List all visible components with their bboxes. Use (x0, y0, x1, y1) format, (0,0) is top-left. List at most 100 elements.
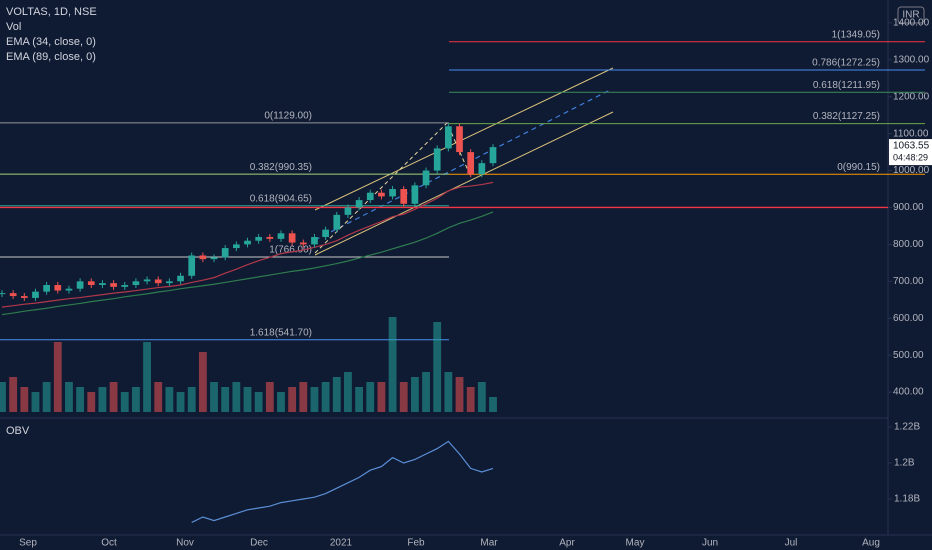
volume-bar (399, 382, 408, 412)
volume-bar (355, 387, 363, 412)
candle (177, 275, 184, 282)
candle (221, 248, 229, 258)
volume-bar (444, 372, 453, 412)
candle (199, 255, 207, 260)
volume-bar (165, 387, 174, 412)
title: VOLTAS, 1D, NSE (6, 6, 97, 18)
volume-bar (466, 387, 475, 412)
volume-bar (42, 382, 51, 412)
fib-label: 0.382(990.35) (250, 162, 312, 173)
volume-bar (321, 382, 330, 412)
y-tick-label: 400.00 (893, 387, 924, 398)
currency: INR (902, 10, 919, 21)
fib-label: 0.382(1127.25) (813, 111, 880, 122)
candle (32, 291, 39, 298)
y-tick-label: 1300.00 (893, 54, 930, 65)
obv-title: OBV (6, 425, 30, 437)
volume-bar (377, 382, 386, 412)
volume-bar (221, 387, 230, 412)
candle (143, 279, 151, 282)
fib-label: 1.618(541.70) (250, 327, 312, 338)
x-tick-label: Feb (407, 538, 425, 549)
y-tick-label: 900.00 (893, 202, 924, 213)
volume-bar (76, 387, 85, 412)
ema89-line (1, 211, 494, 316)
volume-bar (243, 387, 252, 412)
candle (232, 244, 240, 249)
volume-bar (109, 382, 118, 412)
channel-center (314, 89, 611, 241)
y-tick-label: 1200.00 (893, 91, 930, 102)
candle (266, 237, 274, 239)
channel-lower (314, 111, 614, 256)
volume-bar (232, 382, 241, 412)
price-tag-label: 1063.55 (893, 141, 930, 152)
obv-tick-label: 1.22B (894, 422, 920, 433)
volume-bar (154, 382, 163, 412)
volume-bar (187, 387, 196, 412)
volume-bar (31, 392, 40, 412)
candle (288, 233, 296, 243)
volume-bar (176, 392, 185, 412)
candle (255, 237, 263, 241)
fib-label: 0.786(1272.25) (812, 58, 880, 69)
candle (0, 293, 6, 295)
y-tick-label: 800.00 (893, 239, 924, 250)
obv-line (191, 440, 494, 523)
volume-bar (53, 342, 62, 412)
candle (489, 147, 497, 164)
candle (344, 207, 352, 215)
y-tick-label: 500.00 (893, 350, 924, 361)
candle (65, 288, 73, 291)
volume-bar (489, 397, 497, 412)
legend-ema34: EMA (34, close, 0) (6, 36, 96, 48)
volume-bar (277, 392, 285, 412)
candle (244, 240, 251, 245)
volume-bar (422, 372, 430, 412)
candle (87, 281, 95, 286)
volume-bar (477, 382, 486, 412)
candle (400, 189, 408, 204)
candle (43, 285, 50, 292)
fib-label: 1(766.00) (269, 245, 312, 256)
obv-tick-label: 1.18B (894, 494, 920, 505)
fib-label: 0.618(1211.95) (813, 80, 880, 91)
x-tick-label: May (626, 538, 645, 549)
volume-bar (366, 382, 375, 412)
price-tag (889, 139, 932, 166)
legend-ema89: EMA (89, close, 0) (6, 51, 96, 63)
candle (478, 163, 486, 175)
currency-box[interactable] (897, 6, 925, 24)
y-tick-label: 600.00 (893, 313, 924, 324)
x-tick-label: Mar (480, 538, 498, 549)
candle (456, 126, 463, 153)
candle (20, 296, 28, 298)
x-tick-label: Aug (862, 538, 880, 549)
volume-bar (120, 392, 129, 412)
candle (311, 237, 318, 245)
volume-bar (410, 377, 419, 412)
volume-bar (455, 377, 464, 412)
candle (333, 214, 341, 230)
volume-bar (299, 382, 308, 412)
volume-bar (344, 372, 352, 412)
volume-bar (87, 392, 96, 412)
candle (132, 281, 140, 286)
x-tick-label: Nov (176, 538, 194, 549)
candle (9, 293, 17, 297)
candle (188, 255, 196, 276)
candle (121, 285, 129, 287)
ema34-line (1, 181, 494, 308)
volume-bar (143, 342, 151, 412)
candle (433, 148, 441, 171)
y-tick-label: 1100.00 (893, 128, 929, 139)
candle (110, 283, 117, 287)
obv-tick-label: 1.2B (894, 458, 915, 469)
y-tick-label: 1400.00 (893, 18, 930, 29)
candle (54, 285, 62, 291)
volume-bar (98, 387, 107, 412)
x-tick-label: Oct (101, 538, 117, 549)
volume-bar (388, 317, 397, 412)
